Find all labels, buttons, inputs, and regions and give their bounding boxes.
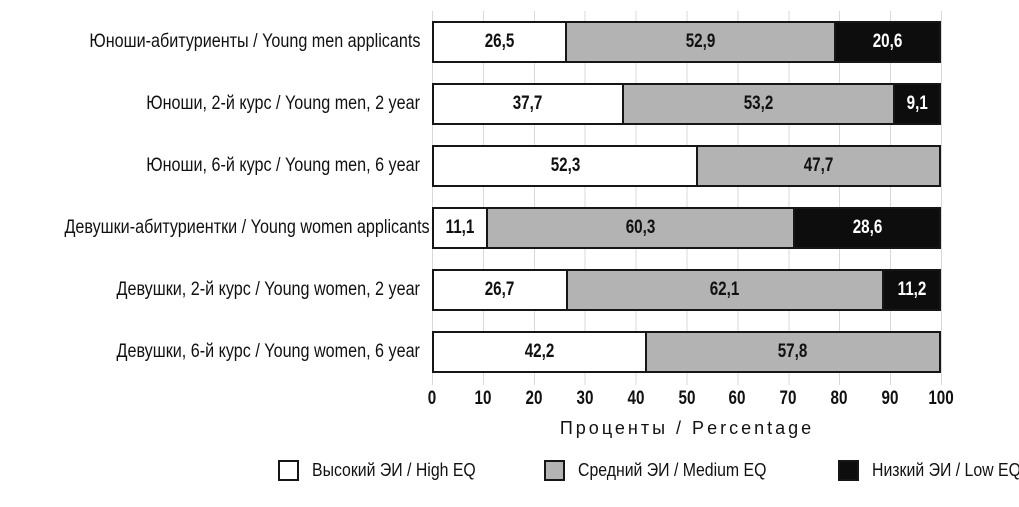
bar-value-label: 11,2 bbox=[897, 279, 926, 300]
bar-segment: 28,6 bbox=[795, 207, 941, 249]
bar-segment: 11,2 bbox=[883, 269, 941, 311]
bar-track: 26,7 62,1 11,2 bbox=[432, 269, 941, 311]
category-label: Девушки, 6-й курс / Young women, 6 year bbox=[116, 341, 420, 362]
bar-segment: 11,1 bbox=[432, 207, 489, 249]
bar-segment: 52,3 bbox=[432, 145, 699, 187]
bar-value-label: 28,6 bbox=[852, 217, 882, 238]
category-label: Девушки-абитуриентки / Young women appli… bbox=[64, 217, 430, 238]
bar-segment: 9,1 bbox=[894, 83, 941, 125]
x-tick-label: 70 bbox=[779, 388, 797, 409]
bar-row: Юноши-абитуриенты / Young men applicants… bbox=[0, 11, 1019, 73]
bar-segment: 57,8 bbox=[646, 331, 941, 373]
bar-value-label: 26,5 bbox=[484, 31, 515, 52]
bar-track: 52,3 47,7 bbox=[432, 145, 941, 187]
bar-segment: 60,3 bbox=[488, 207, 796, 249]
bar-track: 37,7 53,2 9,1 bbox=[432, 83, 941, 125]
bar-segment: 53,2 bbox=[623, 83, 895, 125]
bar-value-label: 26,7 bbox=[485, 279, 515, 300]
plot-gridlines bbox=[432, 11, 942, 385]
bar-row: Девушки-абитуриентки / Young women appli… bbox=[0, 197, 1019, 259]
x-tick-label: 0 bbox=[427, 388, 437, 409]
bar-value-label: 20,6 bbox=[872, 31, 903, 52]
bar-segment: 62,1 bbox=[567, 269, 884, 311]
bar-segment: 26,7 bbox=[432, 269, 568, 311]
legend-swatch-low-eq bbox=[837, 460, 859, 481]
legend-swatch-medium-eq bbox=[543, 460, 565, 481]
legend: Высокий ЭИ / High EQ Средний ЭИ / Medium… bbox=[277, 460, 1019, 481]
bar-row: Девушки, 6-й курс / Young women, 6 year 4… bbox=[0, 321, 1019, 383]
bar-value-label: 62,1 bbox=[710, 279, 740, 300]
bar-segment: 37,7 bbox=[432, 83, 624, 125]
legend-item-medium-eq: Средний ЭИ / Medium EQ bbox=[543, 460, 792, 481]
bar-value-label: 42,2 bbox=[524, 341, 555, 362]
x-tick-label: 100 bbox=[928, 388, 954, 409]
bar-value-label: 53,2 bbox=[743, 93, 774, 114]
legend-label-high-eq: Высокий ЭИ / High EQ bbox=[311, 460, 476, 480]
legend-label-medium-eq: Средний ЭИ / Medium EQ bbox=[577, 460, 767, 480]
x-tick-label: 10 bbox=[474, 388, 492, 409]
bar-value-label: 57,8 bbox=[778, 341, 808, 362]
bar-value-label: 9,1 bbox=[906, 93, 928, 114]
bar-value-label: 37,7 bbox=[513, 93, 543, 114]
bar-track: 42,2 57,8 bbox=[432, 331, 941, 373]
x-tick-label: 60 bbox=[728, 388, 746, 409]
x-axis-title: Проценты / Percentage bbox=[559, 418, 815, 438]
bar-rows: Юноши-абитуриенты / Young men applicants… bbox=[0, 11, 1019, 383]
bar-segment: 20,6 bbox=[836, 21, 941, 63]
bar-row: Юноши, 6-й курс / Young men, 6 year 52,3 4… bbox=[0, 135, 1019, 197]
bar-segment: 47,7 bbox=[698, 145, 941, 187]
legend-item-low-eq: Низкий ЭИ / Low EQ bbox=[837, 460, 1019, 481]
x-tick-label: 30 bbox=[576, 388, 594, 409]
bar-value-label: 11,1 bbox=[445, 217, 475, 238]
bar-row: Девушки, 2-й курс / Young women, 2 year 2… bbox=[0, 259, 1019, 321]
x-tick-label: 90 bbox=[881, 388, 899, 409]
bar-value-label: 52,9 bbox=[685, 31, 716, 52]
x-tick-label: 50 bbox=[678, 388, 695, 409]
category-label: Юноши, 6-й курс / Young men, 6 year bbox=[146, 155, 420, 176]
bar-value-label: 47,7 bbox=[803, 155, 834, 176]
bar-value-label: 52,3 bbox=[550, 155, 580, 176]
bar-segment: 26,5 bbox=[432, 21, 567, 63]
x-axis-ticks: 0 10 20 30 40 50 60 70 80 90 100 bbox=[428, 388, 954, 412]
bar-segment: 42,2 bbox=[432, 331, 647, 373]
legend-swatch-high-eq bbox=[277, 460, 299, 481]
legend-item-high-eq: Высокий ЭИ / High EQ bbox=[277, 460, 498, 481]
bar-row: Юноши, 2-й курс / Young men, 2 year 37,7 5… bbox=[0, 73, 1019, 135]
bar-track: 11,1 60,3 28,6 bbox=[432, 207, 941, 249]
bar-segment: 52,9 bbox=[566, 21, 837, 63]
x-tick-label: 80 bbox=[830, 388, 848, 409]
x-tick-label: 20 bbox=[525, 388, 543, 409]
category-label: Девушки, 2-й курс / Young women, 2 year bbox=[116, 279, 420, 300]
bar-track: 26,5 52,9 20,6 bbox=[432, 21, 941, 63]
x-tick-label: 40 bbox=[627, 388, 645, 409]
category-label: Юноши-абитуриенты / Young men applicants bbox=[88, 31, 420, 52]
bar-value-label: 60,3 bbox=[626, 217, 656, 238]
legend-label-low-eq: Низкий ЭИ / Low EQ bbox=[871, 460, 1019, 480]
category-label: Юноши, 2-й курс / Young men, 2 year bbox=[146, 93, 420, 114]
